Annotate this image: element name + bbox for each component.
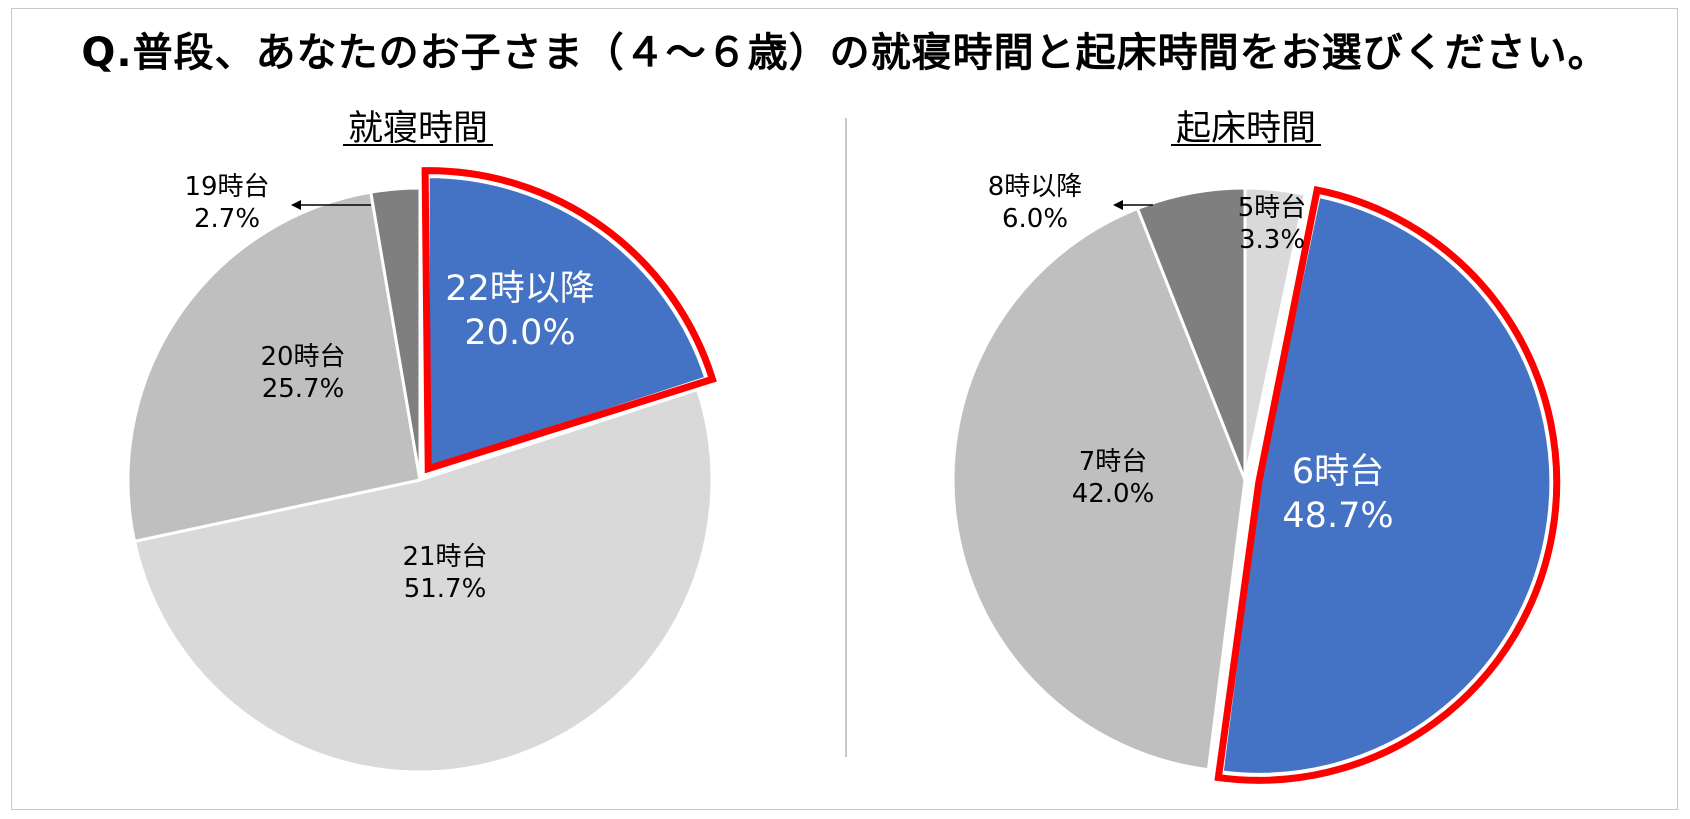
bedtime-pie-title: 就寝時間	[348, 109, 488, 149]
wakeup-label-2: 7時台 42.0%	[1072, 447, 1155, 509]
wakeup-label-1: 6時台 48.7%	[1282, 452, 1393, 536]
wakeup-pie: 起床時間 5時台 3.3% 6時台 48.7% 7時台 42.0% 8時以降 6.0%	[951, 109, 1561, 784]
bedtime-pie: 就寝時間 22時以降 20.0% 21時台 51.7% 20時台 25.7% 19時台 2.7…	[126, 109, 717, 774]
bedtime-label-0: 22時以降 20.0%	[445, 269, 595, 353]
wakeup-pie-title: 起床時間	[1176, 109, 1316, 149]
wakeup-arrowhead-icon	[1113, 200, 1123, 210]
wakeup-slice-1-highlighted	[1220, 194, 1553, 776]
bedtime-label-1: 21時台 51.7%	[402, 542, 487, 604]
bedtime-label-3: 19時台 2.7%	[184, 172, 269, 234]
bedtime-slice-1	[132, 387, 714, 774]
question-title: Q.普段、あなたのお子さま（４～６歳）の就寝時間と起床時間をお選びください。	[81, 30, 1609, 76]
wakeup-slice-2	[951, 206, 1247, 772]
bedtime-highlight-border	[421, 167, 717, 474]
wakeup-highlight-border	[1214, 185, 1561, 784]
bedtime-label-2: 20時台 25.7%	[260, 342, 345, 404]
bedtime-slice-2	[126, 190, 422, 544]
bedtime-slice-0-highlighted	[426, 175, 708, 471]
wakeup-label-3: 8時以降 6.0%	[988, 172, 1083, 234]
bedtime-arrowhead-icon	[291, 200, 301, 210]
wakeup-label-0: 5時台 3.3%	[1238, 193, 1307, 255]
wakeup-slice-3	[1135, 186, 1247, 481]
bedtime-slice-3	[369, 186, 422, 481]
